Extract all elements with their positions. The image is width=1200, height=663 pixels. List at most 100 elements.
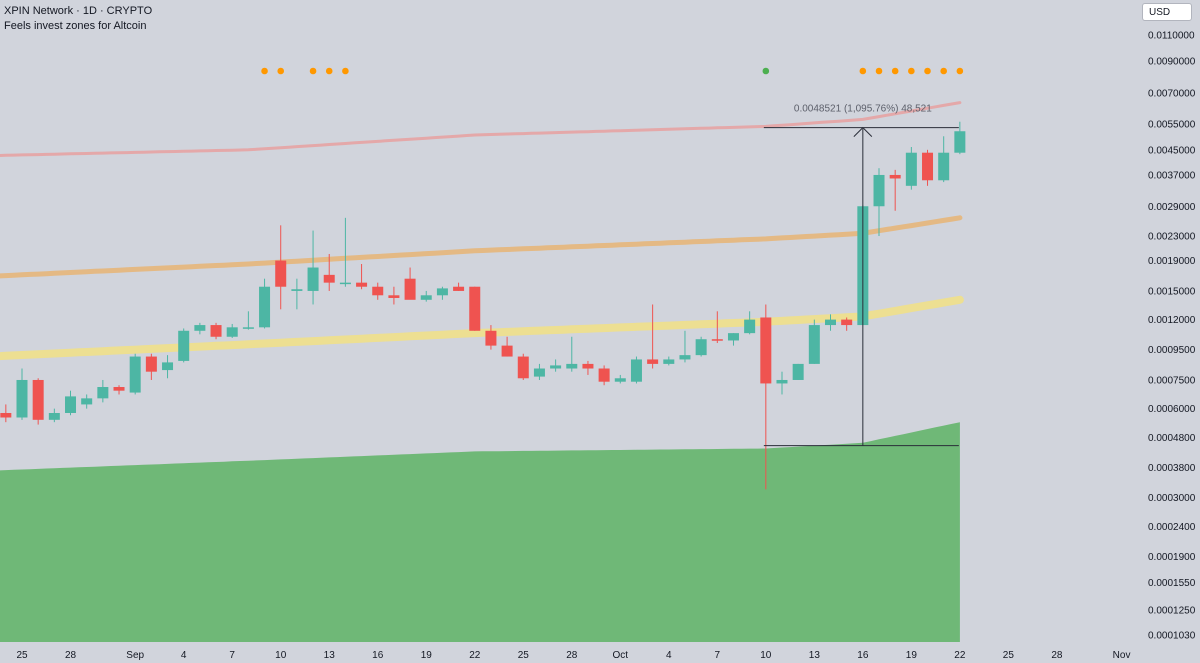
candle [162, 355, 174, 379]
candle-body [323, 274, 335, 283]
candle-body [16, 379, 28, 418]
candle-body [922, 152, 934, 181]
orange-signal-dot [956, 67, 964, 75]
candle-body [485, 330, 497, 346]
candle [663, 356, 675, 366]
candle-body [954, 131, 966, 153]
green-accumulation-zone [0, 422, 960, 642]
candle [889, 169, 901, 211]
candle-body [145, 356, 157, 372]
measure-label: 0.0048521 (1,095.76%) 48,521 [794, 104, 932, 115]
date-tick-label: 10 [275, 650, 287, 661]
candle-body [0, 412, 12, 418]
indicator-name[interactable]: Feels invest zones for Altcoin [4, 20, 147, 32]
candle-body [453, 286, 465, 291]
candle-body [372, 286, 384, 296]
orange-signal-dot [940, 67, 947, 75]
candle [178, 328, 190, 363]
date-tick-label: 10 [760, 650, 772, 661]
price-tick-label: 0.0003800 [1148, 463, 1196, 474]
date-tick-label: 4 [181, 650, 187, 661]
orange-signal-dot [342, 67, 349, 75]
candle [469, 286, 481, 331]
price-tick-label: 0.0070000 [1148, 89, 1196, 100]
candle-body [275, 260, 287, 287]
candle-body [905, 152, 917, 186]
candle-body [48, 412, 60, 420]
orange-signal-dot [891, 67, 899, 75]
candle-body [533, 368, 545, 377]
date-tick-label: 28 [65, 650, 77, 661]
candle [695, 336, 707, 357]
price-axis[interactable]: 0.0110000 0.0090000 0.0070000 0.0055000 0.00… [1148, 31, 1196, 642]
date-tick-label: 13 [809, 650, 821, 661]
candle [388, 286, 400, 305]
candle-body [162, 362, 174, 371]
date-tick-label: 7 [715, 650, 721, 661]
candle-body [307, 267, 319, 291]
candle-body [727, 333, 739, 341]
candle [291, 278, 303, 310]
price-tick-label: 0.0007500 [1148, 375, 1196, 386]
candle [517, 353, 529, 380]
date-tick-label: 28 [1051, 650, 1063, 661]
candle-body [744, 319, 756, 334]
candle [194, 322, 206, 335]
candle-body [291, 289, 303, 291]
date-tick-label: Sep [126, 650, 144, 661]
currency-button[interactable]: USD [1142, 3, 1192, 21]
candle-body [210, 325, 222, 337]
orange-signal-dot [924, 67, 931, 75]
candle-body [630, 359, 642, 382]
candle-body [647, 359, 659, 364]
candle [339, 217, 351, 287]
candle-body [388, 295, 400, 298]
candle [744, 311, 756, 335]
candle [808, 319, 820, 364]
date-tick-label: 16 [857, 650, 869, 661]
candle [679, 330, 691, 363]
invest-zones [0, 101, 964, 642]
orange-signal-dot [859, 67, 867, 75]
price-tick-label: 0.0037000 [1148, 170, 1196, 181]
price-tick-label: 0.0090000 [1148, 56, 1196, 67]
candle [792, 363, 804, 380]
candle-body [873, 174, 885, 207]
candle [760, 304, 772, 490]
candle-body [938, 152, 950, 181]
date-tick-label: Oct [613, 650, 629, 661]
candle-body [841, 319, 853, 326]
candle [420, 290, 432, 302]
candle-body [436, 288, 448, 296]
candle-body [695, 339, 707, 356]
date-tick-label: 22 [954, 650, 966, 661]
price-tick-label: 0.0045000 [1148, 145, 1196, 156]
price-tick-label: 0.0012000 [1148, 315, 1196, 326]
candle-body [889, 174, 901, 179]
price-tick-label: 0.0110000 [1148, 31, 1195, 42]
price-tick-label: 0.0006000 [1148, 404, 1196, 415]
candle [550, 359, 562, 372]
candle-body [129, 356, 141, 393]
price-tick-label: 0.0019000 [1148, 256, 1196, 267]
date-tick-label: 4 [666, 650, 672, 661]
price-tick-label: 0.0009500 [1148, 345, 1196, 356]
signal-dots [261, 67, 964, 75]
candle-body [339, 282, 351, 285]
price-range-measurement[interactable]: 0.0048521 (1,095.76%) 48,521 [763, 104, 959, 447]
orange-signal-dot [277, 67, 285, 75]
candle [372, 282, 384, 300]
date-tick-label: 19 [421, 650, 433, 661]
candle [323, 253, 335, 291]
candle [776, 371, 788, 395]
candle-body [679, 355, 691, 360]
date-tick-label: 19 [906, 650, 918, 661]
candle [905, 146, 917, 190]
symbol-title[interactable]: XPIN Network · 1D · CRYPTO [4, 5, 153, 17]
candle [48, 408, 60, 423]
time-axis[interactable]: 25 28 Sep 4 7 10 13 16 19 22 25 28 Oct 4 7 10 13 16 19 22 25… [16, 650, 1130, 661]
candle [404, 267, 416, 300]
price-tick-label: 0.0015000 [1148, 286, 1196, 297]
candle-body [550, 365, 562, 369]
